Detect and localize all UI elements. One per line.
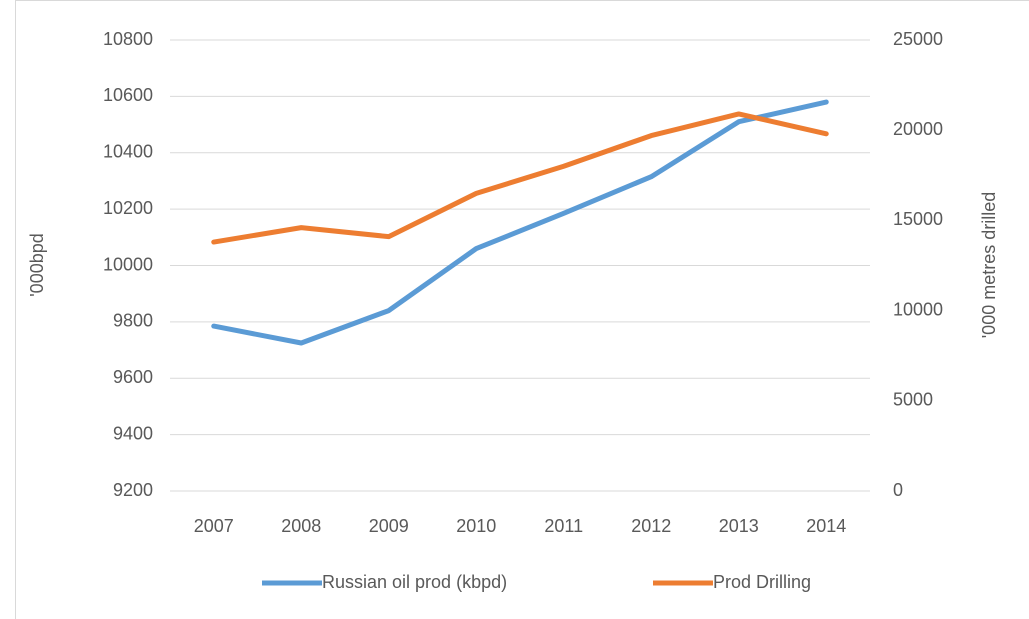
y2-tick-label: 0 — [893, 480, 903, 500]
y2-tick-label: 5000 — [893, 390, 933, 410]
y-tick-label: 10000 — [103, 254, 153, 274]
y2-axis-label: '000 metres drilled — [979, 192, 999, 339]
x-tick-label: 2007 — [194, 516, 234, 536]
y-tick-label: 10600 — [103, 85, 153, 105]
x-tick-label: 2014 — [806, 516, 846, 536]
y2-tick-label: 25000 — [893, 29, 943, 49]
chart-frame — [15, 0, 1029, 619]
y-axis-label: '000bpd — [27, 233, 47, 297]
x-tick-label: 2012 — [631, 516, 671, 536]
y-tick-label: 9600 — [113, 367, 153, 387]
x-tick-label: 2013 — [719, 516, 759, 536]
y-tick-label: 10400 — [103, 142, 153, 162]
y-tick-label: 9400 — [113, 423, 153, 443]
y2-tick-label: 15000 — [893, 209, 943, 229]
x-tick-label: 2008 — [281, 516, 321, 536]
series-line — [211, 99, 829, 346]
legend-label: Russian oil prod (kbpd) — [322, 572, 507, 592]
x-tick-label: 2010 — [456, 516, 496, 536]
y-tick-label: 9800 — [113, 311, 153, 331]
y-tick-label: 9200 — [113, 480, 153, 500]
y-tick-label: 10200 — [103, 198, 153, 218]
series-line — [211, 111, 829, 245]
legend-label: Prod Drilling — [713, 572, 811, 592]
y2-tick-label: 20000 — [893, 119, 943, 139]
x-tick-label: 2011 — [544, 516, 583, 536]
y2-tick-label: 10000 — [893, 299, 943, 319]
x-tick-label: 2009 — [369, 516, 409, 536]
y-tick-label: 10800 — [103, 29, 153, 49]
